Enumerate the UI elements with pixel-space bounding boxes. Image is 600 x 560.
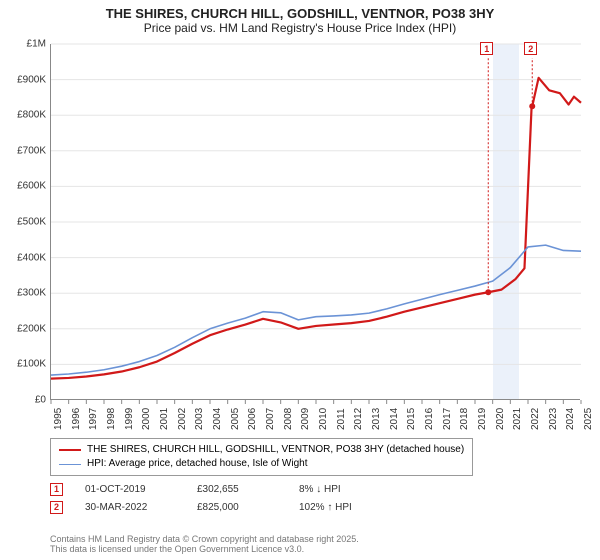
x-tick-label: 2014 xyxy=(389,408,400,430)
x-tick-label: 2004 xyxy=(212,408,223,430)
footer: Contains HM Land Registry data © Crown c… xyxy=(50,534,359,554)
y-tick-label: £0 xyxy=(0,395,46,406)
footer-line: Contains HM Land Registry data © Crown c… xyxy=(50,534,359,544)
chart-svg xyxy=(51,44,581,400)
x-tick-label: 2023 xyxy=(548,408,559,430)
legend-label: HPI: Average price, detached house, Isle… xyxy=(87,457,308,471)
x-tick-label: 2002 xyxy=(177,408,188,430)
x-tick-label: 2011 xyxy=(336,408,347,430)
x-tick-label: 2009 xyxy=(300,408,311,430)
chart-titles: THE SHIRES, CHURCH HILL, GODSHILL, VENTN… xyxy=(0,0,600,35)
y-tick-label: £100K xyxy=(0,359,46,370)
x-tick-label: 2013 xyxy=(371,408,382,430)
x-tick-label: 1999 xyxy=(124,408,135,430)
x-tick-label: 2025 xyxy=(583,408,594,430)
sale-marker: 2 xyxy=(50,501,63,514)
sale-price: £825,000 xyxy=(197,502,277,513)
y-tick-label: £800K xyxy=(0,110,46,121)
x-tick-label: 2021 xyxy=(512,408,523,430)
y-tick-label: £700K xyxy=(0,145,46,156)
x-tick-label: 2003 xyxy=(194,408,205,430)
sale-delta: 102% ↑ HPI xyxy=(299,502,352,513)
plot-area xyxy=(50,44,580,400)
legend-label: THE SHIRES, CHURCH HILL, GODSHILL, VENTN… xyxy=(87,443,464,457)
legend-swatch xyxy=(59,449,81,451)
x-tick-label: 1995 xyxy=(53,408,64,430)
y-tick-label: £900K xyxy=(0,74,46,85)
footer-line: This data is licensed under the Open Gov… xyxy=(50,544,359,554)
x-tick-label: 1996 xyxy=(71,408,82,430)
x-tick-label: 2001 xyxy=(159,408,170,430)
sale-marker: 1 xyxy=(50,483,63,496)
x-tick-label: 2010 xyxy=(318,408,329,430)
y-tick-label: £1M xyxy=(0,39,46,50)
x-tick-label: 2012 xyxy=(353,408,364,430)
legend-swatch xyxy=(59,464,81,465)
sale-date: 01-OCT-2019 xyxy=(85,484,175,495)
x-tick-label: 2006 xyxy=(247,408,258,430)
x-tick-label: 2000 xyxy=(141,408,152,430)
chart-subtitle: Price paid vs. HM Land Registry's House … xyxy=(0,21,600,35)
callout-marker: 2 xyxy=(524,42,537,55)
x-tick-label: 2016 xyxy=(424,408,435,430)
callout-marker: 1 xyxy=(480,42,493,55)
x-tick-label: 2005 xyxy=(230,408,241,430)
y-tick-label: £500K xyxy=(0,217,46,228)
x-tick-label: 2020 xyxy=(495,408,506,430)
x-tick-label: 2022 xyxy=(530,408,541,430)
legend-item: THE SHIRES, CHURCH HILL, GODSHILL, VENTN… xyxy=(59,443,464,457)
x-tick-label: 2007 xyxy=(265,408,276,430)
y-tick-label: £200K xyxy=(0,323,46,334)
sale-price: £302,655 xyxy=(197,484,277,495)
x-tick-label: 2019 xyxy=(477,408,488,430)
x-tick-label: 2024 xyxy=(565,408,576,430)
y-tick-label: £400K xyxy=(0,252,46,263)
chart-container: THE SHIRES, CHURCH HILL, GODSHILL, VENTN… xyxy=(0,0,600,560)
sales-table: 1 01-OCT-2019 £302,655 8% ↓ HPI 2 30-MAR… xyxy=(50,480,580,516)
x-tick-label: 2017 xyxy=(442,408,453,430)
legend-item: HPI: Average price, detached house, Isle… xyxy=(59,457,464,471)
x-tick-label: 2008 xyxy=(283,408,294,430)
sale-row: 1 01-OCT-2019 £302,655 8% ↓ HPI xyxy=(50,480,580,498)
chart-title: THE SHIRES, CHURCH HILL, GODSHILL, VENTN… xyxy=(0,6,600,21)
x-tick-label: 2018 xyxy=(459,408,470,430)
sale-date: 30-MAR-2022 xyxy=(85,502,175,513)
x-tick-label: 1997 xyxy=(88,408,99,430)
sale-row: 2 30-MAR-2022 £825,000 102% ↑ HPI xyxy=(50,498,580,516)
y-tick-label: £600K xyxy=(0,181,46,192)
sale-delta: 8% ↓ HPI xyxy=(299,484,341,495)
x-tick-label: 2015 xyxy=(406,408,417,430)
legend: THE SHIRES, CHURCH HILL, GODSHILL, VENTN… xyxy=(50,438,473,476)
x-tick-label: 1998 xyxy=(106,408,117,430)
y-tick-label: £300K xyxy=(0,288,46,299)
